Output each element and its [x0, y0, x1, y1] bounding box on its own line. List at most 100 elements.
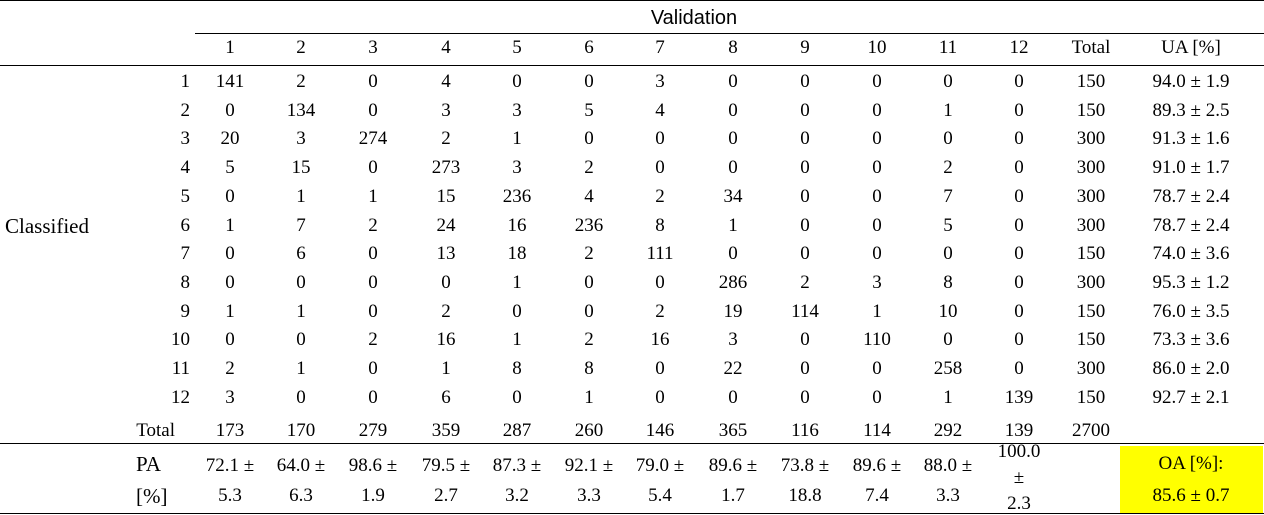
table-cell: 0: [368, 71, 378, 92]
total-cell: 139: [1004, 420, 1034, 441]
table-cell: 1: [512, 329, 522, 351]
total-cell: 114: [863, 420, 891, 441]
table-cell: 1: [296, 185, 306, 207]
table-cell: 0: [296, 386, 306, 408]
table-cell: 92.7 ± 2.1: [1152, 386, 1230, 408]
classified-label: Classified: [5, 214, 89, 238]
table-cell: 0: [368, 358, 378, 379]
table-cell: 1: [225, 214, 235, 236]
pa-error: 1.9: [361, 485, 385, 506]
oa-label: OA [%]:: [1158, 453, 1224, 474]
table-cell: 258: [933, 358, 963, 379]
table-cell: 0: [225, 185, 235, 207]
table-cell: 0: [800, 99, 810, 121]
total-cell: 287: [502, 420, 532, 441]
table-cell: 8: [655, 214, 665, 236]
table-cell: 95.3 ± 1.2: [1152, 271, 1230, 293]
table-cell: 2: [368, 214, 378, 236]
total-cell: 2700: [1072, 420, 1110, 441]
table-cell: 15: [291, 157, 311, 179]
row-label: 4: [180, 157, 191, 179]
table-cell: 4: [441, 71, 451, 92]
row-label: 9: [180, 300, 191, 322]
table-cell: 2: [584, 243, 594, 265]
row-label: 1: [180, 71, 191, 92]
table-cell: 0: [584, 300, 594, 322]
table-cell: 0: [728, 386, 738, 408]
total-rule: [0, 443, 1264, 444]
table-cell: 1: [512, 271, 522, 293]
pa-error: 1.7: [721, 485, 745, 506]
table-cell: 4: [655, 99, 665, 121]
table-cell: 273: [431, 157, 461, 179]
table-cell: 8: [584, 358, 594, 379]
table-cell: 0: [728, 243, 738, 265]
table-cell: 1: [943, 386, 953, 408]
table-cell: 0: [1014, 157, 1024, 179]
table-cell: 0: [872, 185, 882, 207]
total-cell: 170: [286, 420, 316, 441]
table-cell: 286: [718, 271, 748, 293]
column-header: Total: [1071, 37, 1111, 58]
table-cell: 0: [1014, 214, 1024, 236]
column-header: 8: [728, 37, 738, 58]
table-cell: 0: [1014, 300, 1024, 322]
table-cell: 0: [800, 71, 810, 92]
pa-value: 92.1 ±: [564, 455, 614, 476]
table-cell: 300: [1076, 271, 1106, 293]
table-cell: 0: [655, 358, 665, 379]
pa-error: 2.3: [1007, 493, 1031, 514]
table-cell: 0: [872, 214, 882, 236]
table-cell: 0: [512, 300, 522, 322]
row-label: 3: [180, 128, 191, 150]
row-label: 6: [180, 214, 191, 236]
pa-error: 3.3: [577, 485, 601, 506]
table-cell: 19: [723, 300, 743, 322]
table-cell: 22: [723, 358, 743, 379]
table-cell: 91.0 ± 1.7: [1152, 157, 1230, 179]
table-cell: 0: [800, 128, 810, 150]
row-label: 10: [171, 329, 190, 351]
table-cell: 3: [872, 271, 882, 293]
table-cell: 0: [1014, 99, 1024, 121]
table-cell: 2: [368, 329, 378, 351]
table-cell: 0: [1014, 271, 1024, 293]
table-cell: 0: [800, 185, 810, 207]
oa-highlight-box: [1120, 446, 1263, 513]
table-cell: 0: [655, 271, 665, 293]
table-cell: 13: [436, 243, 456, 265]
table-cell: 0: [225, 99, 235, 121]
table-cell: 10: [938, 300, 958, 322]
table-cell: 1: [872, 300, 882, 322]
table-cell: 16: [650, 329, 670, 351]
total-cell: 279: [358, 420, 388, 441]
total-cell: 173: [215, 420, 245, 441]
table-cell: 6: [441, 386, 451, 408]
total-cell: 146: [645, 420, 675, 441]
table-cell: 0: [1014, 71, 1024, 92]
table-cell: 86.0 ± 2.0: [1152, 358, 1230, 379]
table-cell: 78.7 ± 2.4: [1152, 185, 1230, 207]
table-cell: 0: [800, 214, 810, 236]
table-cell: 0: [368, 157, 378, 179]
table-cell: 150: [1076, 243, 1106, 265]
table-cell: 20: [220, 128, 240, 150]
pa-error: 6.3: [289, 485, 313, 506]
table-cell: 0: [728, 99, 738, 121]
pa-error: 5.4: [648, 485, 672, 506]
table-cell: 300: [1076, 214, 1106, 236]
pa-error: 3.3: [936, 485, 960, 506]
table-cell: 0: [872, 128, 882, 150]
table-cell: 0: [943, 71, 953, 92]
column-header: 11: [938, 37, 958, 58]
pa-value: 89.6 ±: [708, 455, 758, 476]
table-cell: 0: [1014, 243, 1024, 265]
pa-value: 98.6 ±: [348, 455, 398, 476]
table-cell: 8: [943, 271, 953, 293]
table-cell: 1: [225, 300, 235, 322]
table-cell: 139: [1004, 386, 1034, 408]
table-cell: 0: [800, 243, 810, 265]
oa-value: 85.6 ± 0.7: [1152, 485, 1230, 506]
row-label: 12: [171, 386, 190, 408]
validation-underline: [195, 33, 1264, 34]
